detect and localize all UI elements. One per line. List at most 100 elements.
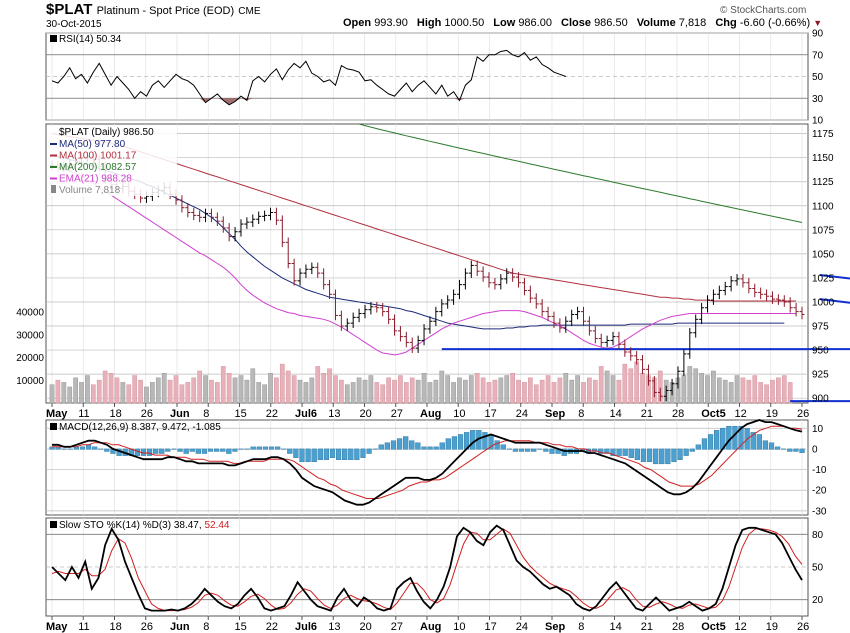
volume-bar <box>144 386 149 404</box>
volume-bar <box>516 379 521 404</box>
macd-y-tick: -30 <box>812 506 827 517</box>
ohlc-bar <box>598 333 604 348</box>
volume-bar <box>722 379 728 404</box>
volume-bar <box>557 377 563 404</box>
volume-bar <box>380 384 386 404</box>
ohlc-bar <box>769 291 775 304</box>
macd-histogram-bar <box>348 448 354 460</box>
volume-bar <box>73 377 78 404</box>
volume-y-tick: 10000 <box>16 376 44 387</box>
macd-histogram-bar <box>104 448 110 452</box>
sto-x-axis-label: 26 <box>141 621 153 633</box>
volume-bar <box>693 368 699 404</box>
macd-histogram-bar <box>171 448 177 450</box>
ohlc-bar <box>232 226 238 242</box>
rsi-oversold-fill <box>199 98 212 103</box>
sto-y-tick: 50 <box>812 563 824 574</box>
ohlc-bar <box>273 207 279 226</box>
price-x-axis-label: 20 <box>360 408 372 420</box>
price-y-tick: 975 <box>812 322 829 333</box>
watermark: © StockCharts.com <box>720 5 807 16</box>
volume-bar <box>687 366 693 404</box>
volume-bar <box>374 382 380 404</box>
macd-histogram-bar <box>323 448 330 460</box>
ohlc-bar <box>504 268 510 284</box>
volume-bar <box>463 379 468 404</box>
chg-label: Chg <box>715 17 737 29</box>
volume-bar <box>421 372 427 404</box>
price-x-axis-label: 15 <box>235 408 247 420</box>
macd-histogram-bar <box>232 448 238 452</box>
volume-y-tick: 40000 <box>16 307 44 318</box>
price-x-axis-label: 12 <box>735 408 747 420</box>
ohlc-bar <box>179 195 185 213</box>
ohlc-bar <box>220 216 226 233</box>
ohlc-bar <box>687 327 693 359</box>
volume-bar <box>492 379 498 404</box>
price-x-axis-label: 19 <box>766 408 778 420</box>
macd-histogram-bar <box>701 438 708 450</box>
volume-bar <box>451 382 456 404</box>
volume-bar <box>362 379 368 404</box>
ohlc-bar <box>415 335 421 353</box>
macd-histogram-bar <box>244 448 250 450</box>
volume-label: Volume <box>636 17 676 29</box>
quote-line: Open 993.90 High 1000.50 Low 986.00 Clos… <box>343 17 822 29</box>
macd-histogram-bar <box>738 425 744 450</box>
volume-bar <box>728 382 734 404</box>
volume-bar <box>409 377 415 404</box>
ohlc-bar <box>332 289 338 321</box>
sto-x-axis-label: 8 <box>578 621 584 633</box>
sto-x-axis-label: 10 <box>453 621 465 633</box>
price-x-axis-label: 8 <box>203 408 209 420</box>
macd-histogram-bar <box>214 448 220 452</box>
ohlc-bar <box>787 297 793 313</box>
ohlc-bar <box>492 277 498 290</box>
macd-histogram-bar <box>628 448 634 458</box>
volume-bar <box>734 375 740 404</box>
sto-k-value: 38.47, <box>174 520 205 531</box>
volume-bar <box>705 375 710 404</box>
volume-bar <box>173 375 179 404</box>
volume-bar <box>445 375 451 404</box>
ohlc-bar <box>191 207 197 221</box>
ohlc-bar <box>321 268 327 290</box>
price-x-axis-label: 24 <box>516 408 528 420</box>
volume-bar <box>758 382 764 404</box>
macd-histogram-bar <box>549 448 555 454</box>
macd-histogram-bar <box>561 448 567 456</box>
volume-bar <box>244 379 250 404</box>
sto-d-value: 52.44 <box>204 520 229 531</box>
ohlc-bar <box>746 277 752 294</box>
volume-bar <box>480 377 486 404</box>
macd-histogram-bar <box>506 448 512 450</box>
macd-histogram-bar <box>262 446 269 450</box>
macd-histogram-bar <box>372 448 378 450</box>
macd-histogram-bar <box>689 448 695 452</box>
sto-title: Slow STO %K(14) %D(3) 38.47, 52.44 <box>59 520 230 531</box>
price-x-axis-label: Jun <box>170 408 190 420</box>
volume-bar <box>291 375 297 404</box>
volume-bar <box>457 377 462 404</box>
rsi-line <box>51 49 566 106</box>
volume-bar <box>427 382 433 404</box>
low-value: 986.00 <box>518 17 552 29</box>
macd-histogram-bar <box>433 446 439 450</box>
volume-bar <box>575 375 580 404</box>
macd-histogram-bar <box>732 425 738 450</box>
ohlc-bar <box>350 312 356 328</box>
price-x-axis-label: Aug <box>420 408 441 420</box>
sto-x-axis-label: 12 <box>735 621 747 633</box>
volume-bar <box>262 384 267 404</box>
sto-y-tick: 20 <box>812 595 824 606</box>
macd-histogram-bar <box>226 448 232 454</box>
sto-x-axis-label: 22 <box>266 621 278 633</box>
legend-entry: Volume 7,818 <box>59 185 121 196</box>
ohlc-bar <box>374 301 380 313</box>
volume-bar <box>545 375 551 404</box>
macd-histogram-bar <box>640 448 647 463</box>
macd-histogram-bar <box>201 448 208 454</box>
legend-box <box>47 126 177 196</box>
volume-bar <box>108 372 114 404</box>
volume-bar <box>622 363 628 404</box>
